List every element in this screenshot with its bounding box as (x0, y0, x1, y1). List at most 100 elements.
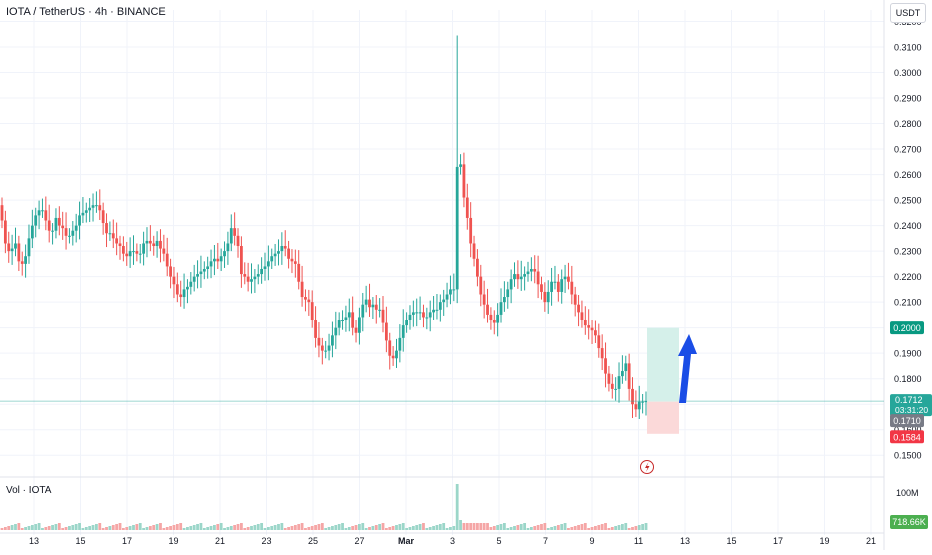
candle-body (607, 373, 611, 384)
volume-bar (590, 527, 594, 530)
candle-body (502, 297, 506, 303)
candle-body (627, 363, 631, 389)
volume-bar (523, 523, 527, 530)
x-tick-label: Mar (398, 536, 415, 546)
candle-body (138, 253, 142, 255)
candle-body (317, 337, 321, 346)
volume-bar (111, 525, 115, 530)
volume-bar (280, 523, 284, 530)
candle-body (604, 358, 607, 374)
candle-body (108, 233, 112, 235)
candle-body (61, 225, 65, 229)
candle-body (253, 276, 257, 280)
candle-body (577, 304, 580, 313)
volume-bar (91, 525, 95, 530)
volume-bar (607, 528, 611, 530)
candle-body (159, 240, 162, 249)
volume-bar (115, 524, 119, 530)
currency-selector[interactable]: USDT (890, 3, 926, 23)
volume-bar (492, 526, 496, 530)
volume-bar (438, 524, 442, 530)
volume-bar (465, 523, 469, 530)
volume-bar (95, 524, 98, 530)
candle-body (449, 289, 452, 295)
volume-bar (358, 524, 361, 530)
volume-bar (388, 527, 392, 530)
candle-body (81, 212, 85, 216)
volume-bar (71, 525, 75, 530)
volume-bar (213, 525, 216, 530)
volume-bar (381, 523, 385, 530)
candle-body (583, 320, 587, 326)
candle-body (256, 274, 260, 277)
volume-bar (432, 526, 435, 530)
candle-body (492, 320, 496, 323)
symbol-title[interactable]: IOTA / TetherUS · 4h · BINANCE (6, 6, 166, 18)
target-price-tag-text: 0.2000 (893, 323, 921, 333)
candle-body (91, 205, 95, 208)
candle-body (553, 281, 557, 283)
candle-body (516, 274, 520, 280)
candle-body (573, 294, 577, 305)
candle-body (560, 279, 564, 292)
candle-body (121, 246, 125, 254)
volume-bar (526, 528, 530, 530)
candle-body (398, 337, 402, 351)
volume-bar (229, 526, 233, 530)
volume-bar (496, 525, 500, 530)
volume-bar (132, 525, 135, 530)
volume-bar (44, 527, 48, 530)
volume-bar (384, 528, 388, 530)
volume-bar (10, 525, 14, 530)
countdown-text: 03:31:20 (895, 405, 928, 415)
candle-body (580, 312, 584, 321)
volume-bar (462, 523, 466, 530)
volume-bar (519, 524, 523, 530)
candle-body (30, 225, 34, 239)
candle-body (182, 289, 186, 298)
volume-bar (250, 526, 253, 530)
volume-bar (469, 523, 473, 530)
volume-bar (536, 525, 540, 530)
candle-body (196, 274, 199, 277)
candle-body (20, 261, 24, 264)
candle-body (378, 309, 382, 311)
volume-bar (327, 527, 331, 530)
candle-body (17, 243, 21, 262)
volume-bar (290, 526, 294, 530)
candle-body (432, 309, 435, 313)
x-tick-label: 27 (354, 536, 364, 546)
volume-bar (610, 527, 614, 530)
volume-bar (0, 528, 4, 530)
candle-body (476, 258, 479, 277)
volume-bar (594, 526, 597, 530)
candle-body (597, 335, 601, 349)
candle-body (496, 314, 500, 323)
candle-body (408, 314, 412, 321)
x-tick-label: 9 (589, 536, 594, 546)
volume-bar (604, 523, 607, 530)
volume-bar (509, 527, 513, 530)
volume-bar (125, 527, 129, 530)
candle-body (519, 276, 523, 280)
volume-bar (41, 528, 44, 530)
candle-body (78, 215, 81, 226)
volume-bar (371, 526, 375, 530)
volume-bar (88, 526, 92, 530)
volume-bar (573, 526, 577, 530)
volume-bar (287, 527, 290, 530)
volume-bar (337, 524, 341, 530)
volume-bar (162, 528, 166, 530)
y-tick-label: 0.3100 (894, 42, 922, 52)
volume-bar (61, 528, 65, 530)
volume-bar (529, 527, 533, 530)
candle-body (233, 228, 237, 236)
candle-body (600, 348, 604, 359)
candle-body (304, 297, 307, 300)
candle-body (368, 299, 371, 308)
y-tick-label: 0.1800 (894, 374, 922, 384)
volume-bar (644, 523, 648, 530)
candle-body (358, 317, 361, 333)
